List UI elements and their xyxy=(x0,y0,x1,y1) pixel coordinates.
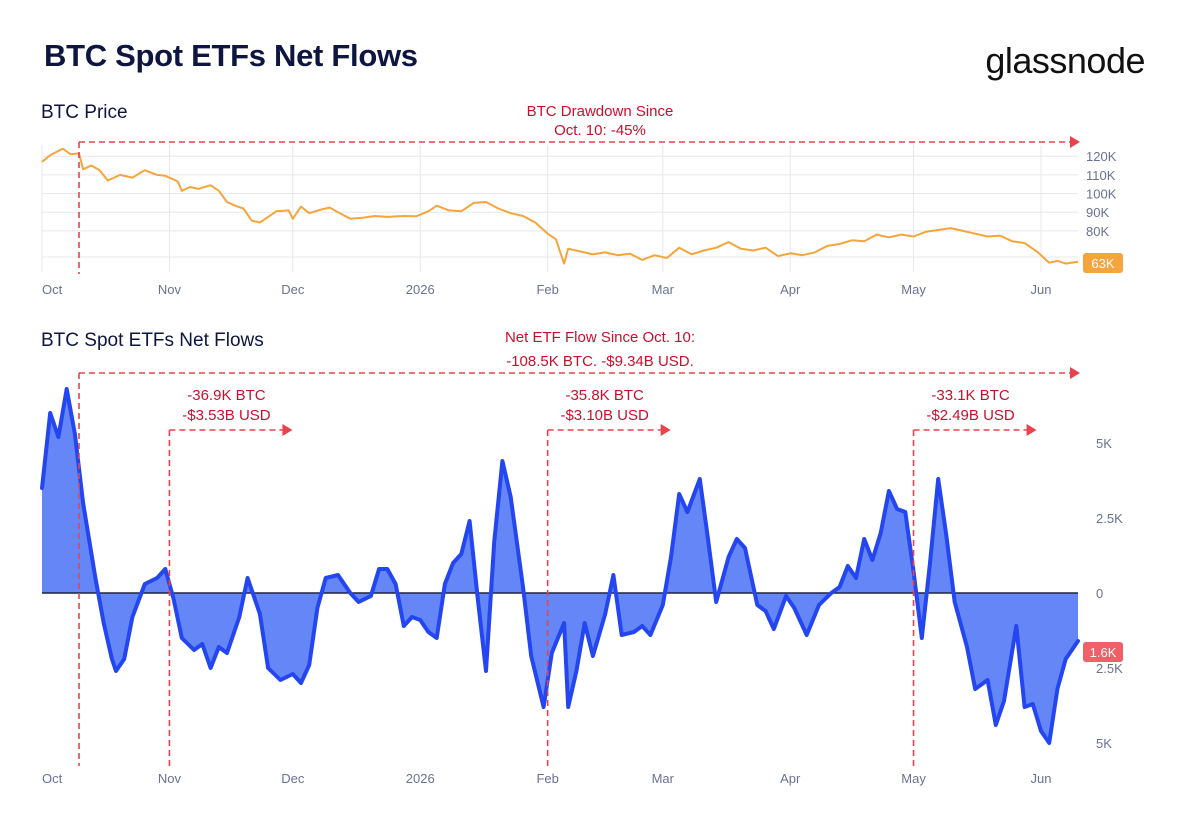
netflow-annotation-line1: Net ETF Flow Since Oct. 10: xyxy=(505,329,695,346)
price-y-tick-label: 120K xyxy=(1086,149,1117,164)
flow-y-tick-label: 0 xyxy=(1096,586,1103,601)
drawdown-annotation-line2: Oct. 10: -45% xyxy=(554,122,646,139)
flow-x-tick-label: Mar xyxy=(652,771,675,786)
flow-x-tick-label: Nov xyxy=(158,771,182,786)
drawdown-arrow-head xyxy=(1070,136,1080,148)
flow-panel: 5K 2.5K 0 2.5K 5K Oct Nov Dec 2026 Feb Mar Apr May Ju… xyxy=(40,387,1123,786)
price-x-tick-label: Oct xyxy=(42,282,63,297)
flow-line xyxy=(40,387,1080,745)
price-x-tick-label: Jun xyxy=(1031,282,1052,297)
price-y-tick-label: 80K xyxy=(1086,224,1109,239)
brand-logo: glassnode xyxy=(985,40,1145,81)
flow-x-tick-label: May xyxy=(901,771,926,786)
period2-usd-label: -$3.10B USD xyxy=(560,407,649,424)
price-x-tick-label: Apr xyxy=(780,282,801,297)
period3-usd-label: -$2.49B USD xyxy=(926,407,1015,424)
flow-chart-title: BTC Spot ETFs Net Flows xyxy=(41,330,264,351)
price-y-tick-label: 100K xyxy=(1086,187,1117,202)
period2-btc-label: -35.8K BTC xyxy=(565,387,644,404)
price-x-tick-label: May xyxy=(901,282,926,297)
price-x-tick-label: Feb xyxy=(536,282,558,297)
flow-y-tick-label: 5K xyxy=(1096,436,1112,451)
period1-usd-label: -$3.53B USD xyxy=(182,407,271,424)
flow-area-fill xyxy=(42,389,1078,743)
flow-y-tick-label: 2.5K xyxy=(1096,511,1123,526)
flow-last-value-badge xyxy=(1083,642,1123,662)
price-chart-title: BTC Price xyxy=(41,102,128,123)
flow-x-tick-label: Jun xyxy=(1031,771,1052,786)
price-line xyxy=(41,147,1079,265)
flow-x-tick-label: Oct xyxy=(42,771,63,786)
period1-btc-label: -36.9K BTC xyxy=(187,387,266,404)
page-title: BTC Spot ETFs Net Flows xyxy=(44,38,418,73)
period3-arrow-head xyxy=(1026,424,1037,436)
price-x-tick-label: Mar xyxy=(652,282,675,297)
flow-y-tick-label: 2.5K xyxy=(1096,661,1123,676)
price-x-tick-label: 2026 xyxy=(406,282,435,297)
price-y-tick-label: 90K xyxy=(1086,205,1109,220)
flow-x-tick-label: Apr xyxy=(780,771,801,786)
flow-x-tick-label: Feb xyxy=(536,771,558,786)
price-y-tick-label: 110K xyxy=(1086,168,1116,183)
flow-last-value-label: 1.6K xyxy=(1090,645,1117,660)
drawdown-annotation-line1: BTC Drawdown Since xyxy=(527,103,674,120)
price-panel: 120K 110K 100K 90K 80K Oct Nov Dec 2026 Feb Mar Apr… xyxy=(41,145,1123,297)
period2-arrow-head xyxy=(660,424,671,436)
flow-x-tick-label: 2026 xyxy=(406,771,435,786)
price-last-value-badge xyxy=(1083,253,1123,273)
netflow-annotation-line2: -108.5K BTC. -$9.34B USD. xyxy=(506,353,694,370)
price-last-value-label: 63K xyxy=(1091,256,1114,271)
period3-btc-label: -33.1K BTC xyxy=(931,387,1010,404)
netflow-arrow-head xyxy=(1070,367,1080,379)
period1-arrow-head xyxy=(282,424,293,436)
flow-y-tick-label: 5K xyxy=(1096,736,1112,751)
price-x-tick-label: Nov xyxy=(158,282,182,297)
annotation-layer: BTC Drawdown Since Oct. 10: -45% Net ETF F… xyxy=(78,103,1080,766)
price-x-tick-label: Dec xyxy=(281,282,305,297)
flow-x-tick-label: Dec xyxy=(281,771,305,786)
